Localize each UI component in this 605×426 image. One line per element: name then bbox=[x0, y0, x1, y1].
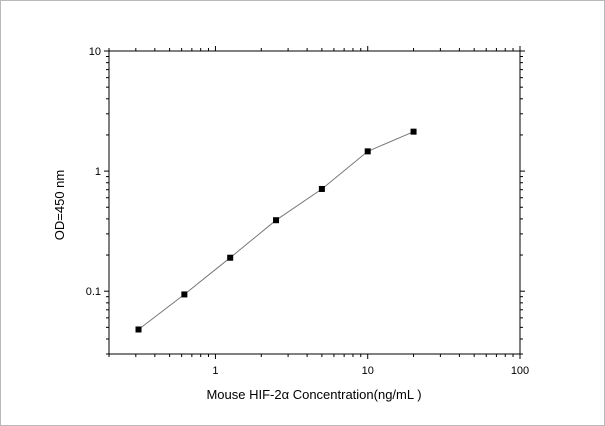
y-tick-label: 10 bbox=[89, 46, 101, 58]
data-point bbox=[181, 291, 188, 298]
data-point bbox=[227, 254, 234, 261]
x-tick-label: 10 bbox=[362, 365, 374, 377]
data-point bbox=[364, 148, 371, 155]
x-axis-title: Mouse HIF-2α Concentration(ng/mL ) bbox=[206, 387, 421, 402]
x-tick-label: 100 bbox=[511, 365, 529, 377]
x-tick-label: 1 bbox=[212, 365, 218, 377]
y-axis-title: OD=450 nm bbox=[52, 170, 67, 240]
tick-labels: 1 10 100 0.1 1 10 bbox=[86, 46, 529, 377]
series-line bbox=[138, 131, 414, 330]
data-point bbox=[318, 185, 325, 192]
y-tick-label: 1 bbox=[95, 166, 101, 178]
data-point bbox=[273, 217, 280, 224]
axes bbox=[108, 50, 521, 355]
tick-marks bbox=[104, 46, 525, 359]
y-tick-label: 0.1 bbox=[86, 286, 101, 298]
data-series bbox=[135, 128, 417, 333]
data-point bbox=[410, 128, 417, 135]
data-point bbox=[135, 326, 142, 333]
